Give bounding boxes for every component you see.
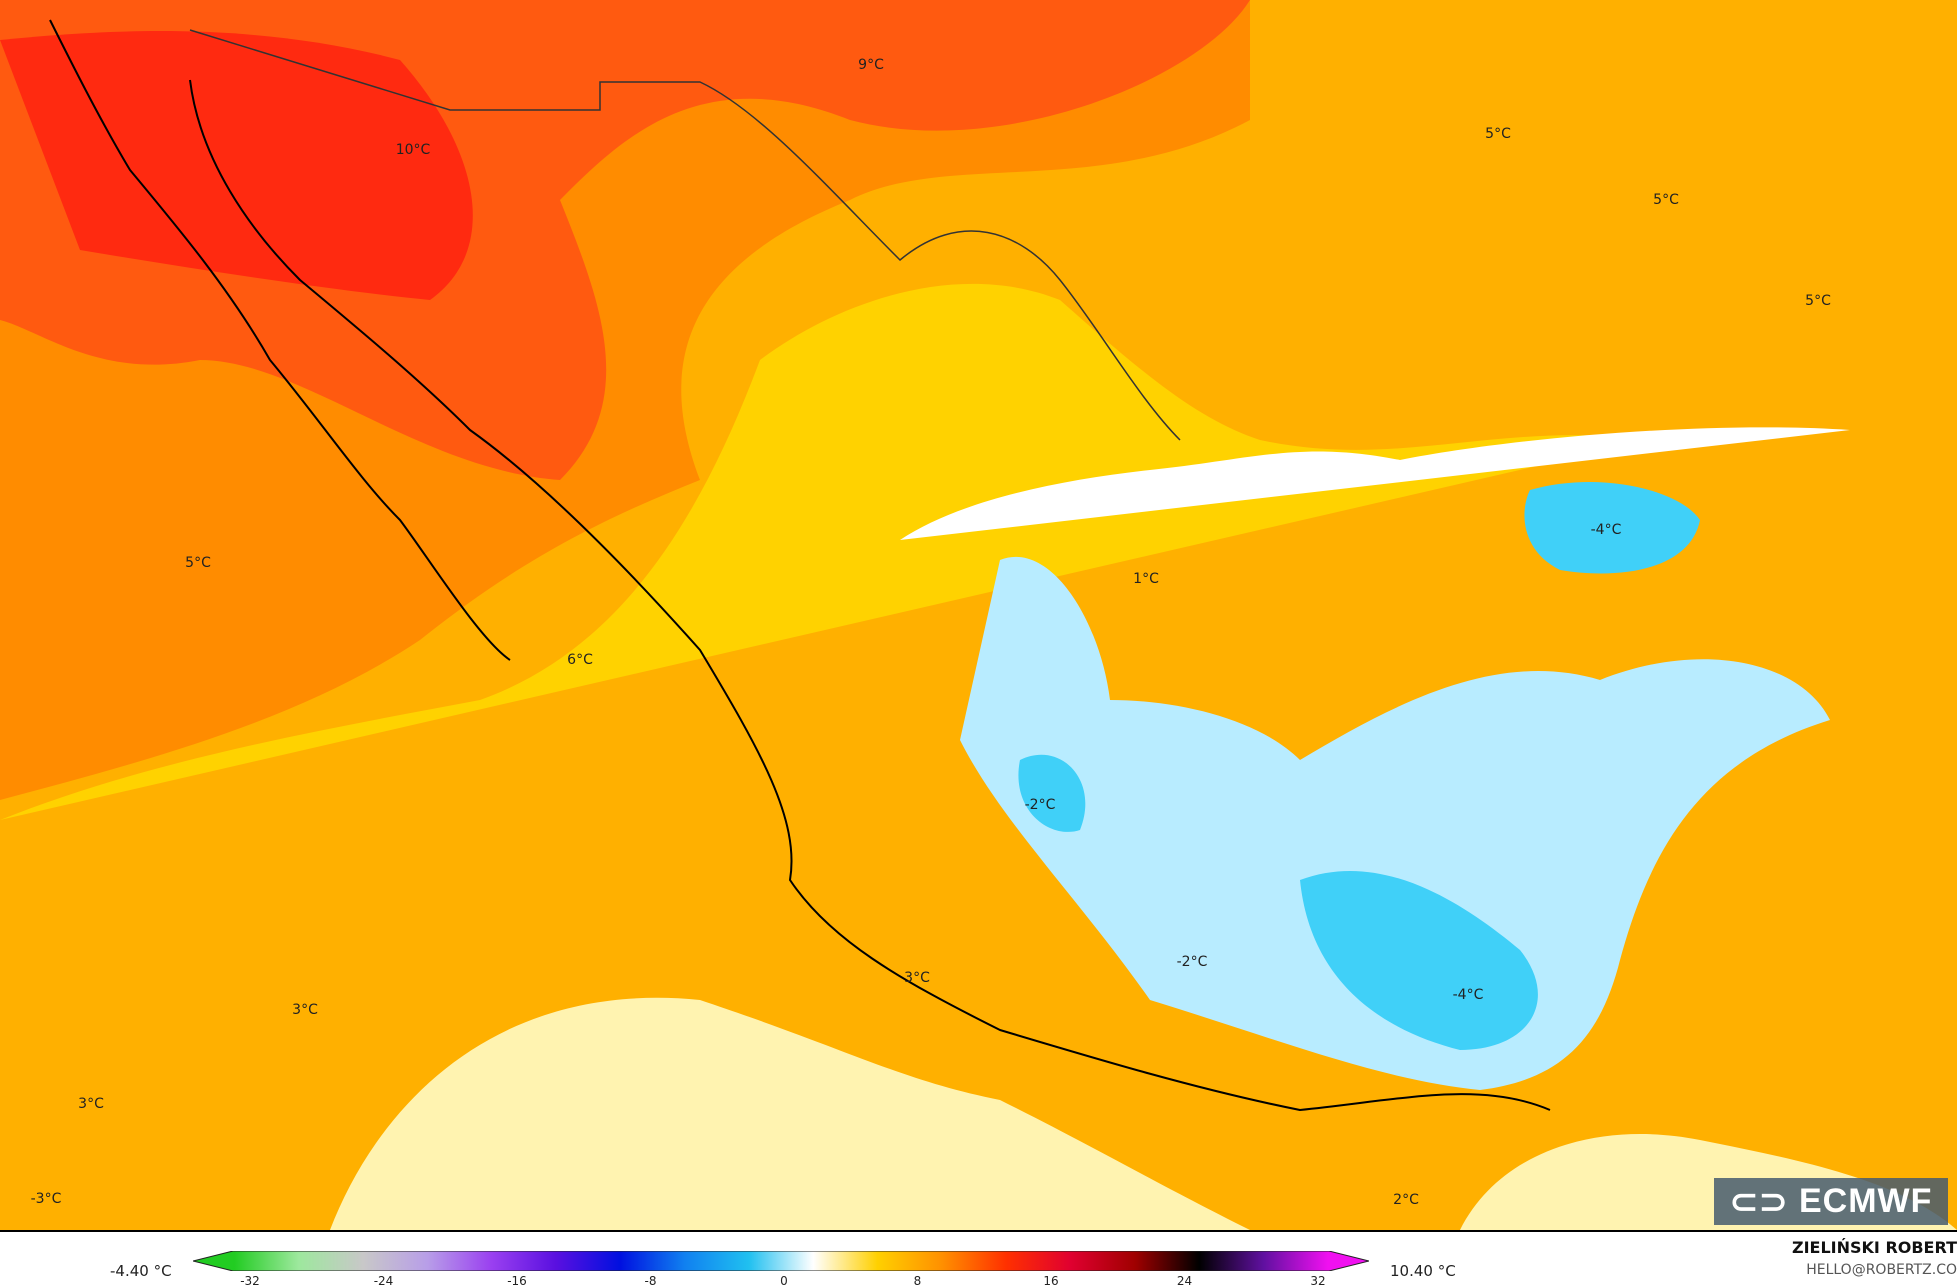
logo-icon: ⊂⊃	[1729, 1182, 1799, 1221]
color-scale-bar	[193, 1251, 1369, 1271]
scale-tick-label: 8	[913, 1274, 922, 1288]
scale-tick-label: -32	[240, 1274, 260, 1288]
map-label: 2°C	[1393, 1192, 1419, 1208]
map-label: 1°C	[1133, 571, 1159, 587]
colder-region	[1018, 481, 1700, 1051]
map-label: -2°C	[1176, 954, 1208, 970]
map-label: -4°C	[1452, 987, 1484, 1003]
map-label: 3°C	[78, 1096, 104, 1112]
map-label: -4°C	[1590, 522, 1622, 538]
map-label: 10°C	[395, 142, 431, 158]
ecmwf-logo: ⊂⊃ ECMWF	[1714, 1178, 1948, 1225]
map-label: -3°C	[30, 1191, 62, 1207]
max-value: 10.40 °C	[1390, 1262, 1456, 1280]
map-label: 5°C	[1485, 126, 1511, 142]
map-label: 5°C	[1805, 293, 1831, 309]
map-label: 5°C	[185, 555, 211, 571]
hottest-region	[0, 31, 473, 301]
cold-region	[960, 556, 1830, 1090]
scale-tick-label: 0	[780, 1274, 788, 1288]
map-label: 3°C	[904, 970, 930, 986]
temperature-anomaly-map	[0, 0, 1957, 1232]
neutral-region	[900, 427, 1850, 540]
scale-tick-label: 24	[1176, 1274, 1193, 1288]
border-us-mexico	[189, 29, 1181, 441]
cool-region	[330, 997, 1957, 1230]
map-label: 5°C	[1653, 192, 1679, 208]
scale-tick-label: -8	[644, 1274, 657, 1288]
map-label: 9°C	[858, 57, 884, 73]
scale-tick-label: 16	[1043, 1274, 1059, 1288]
author-email: HELLO@ROBERTZ.CO	[1806, 1262, 1957, 1278]
logo-text: ECMWF	[1799, 1182, 1933, 1220]
scale-tick-label: -24	[373, 1274, 394, 1288]
min-value: -4.40 °C	[110, 1262, 172, 1280]
coastline	[49, 19, 1551, 1112]
author-credit: ZIELIŃSKI ROBERT	[1791, 1238, 1957, 1257]
map-label: 6°C	[567, 652, 593, 668]
map-label: 3°C	[292, 1002, 318, 1018]
scale-tick-label: 32	[1310, 1274, 1326, 1288]
mild-region	[0, 283, 1650, 820]
scale-tick-label: -16	[507, 1274, 527, 1288]
map-label: -2°C	[1024, 797, 1056, 813]
